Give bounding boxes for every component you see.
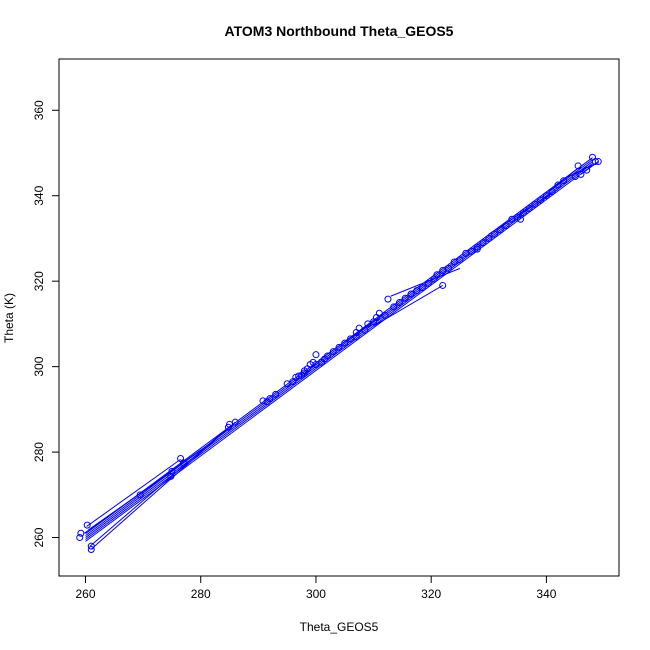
data-point [519, 209, 527, 217]
data-point [136, 491, 144, 499]
plot-frame [58, 58, 620, 577]
series-segment [546, 167, 579, 194]
plot-area [76, 153, 602, 554]
y-tick-label: 320 [32, 271, 46, 291]
data-point [407, 290, 415, 298]
data-point [496, 226, 504, 234]
data-point [266, 395, 274, 403]
x-tick-label: 260 [75, 587, 95, 601]
data-point [516, 215, 524, 223]
data-point [548, 187, 556, 195]
data-point [401, 294, 409, 302]
data-point [272, 390, 280, 398]
x-axis-label: Theta_GEOS5 [300, 620, 379, 634]
data-point [83, 521, 91, 529]
data-point [361, 326, 369, 334]
series-line [85, 161, 593, 538]
y-tick-label: 260 [32, 527, 46, 547]
data-point [167, 472, 175, 480]
data-point [177, 455, 185, 462]
y-tick-label: 300 [32, 356, 46, 376]
data-point [335, 343, 343, 351]
data-point [577, 170, 585, 178]
data-point [413, 287, 421, 295]
x-axis: 260 280 300 320 340 [75, 576, 557, 601]
series-segment [373, 285, 443, 327]
data-point [560, 177, 568, 185]
data-point [390, 303, 398, 311]
x-tick-label: 300 [306, 587, 326, 601]
data-point [231, 418, 239, 426]
x-tick-label: 320 [421, 587, 441, 601]
data-point [525, 205, 533, 213]
data-point [329, 348, 337, 356]
y-tick-label: 280 [32, 442, 46, 462]
data-point [295, 372, 303, 380]
y-axis: 260 280 300 320 340 360 [32, 100, 59, 548]
y-tick-label: 360 [32, 100, 46, 120]
data-point [444, 264, 452, 272]
data-point [588, 153, 596, 161]
data-point [542, 192, 550, 200]
data-point [419, 284, 427, 292]
data-point [384, 295, 392, 303]
data-point [502, 222, 510, 230]
data-point [77, 529, 85, 537]
data-point [323, 352, 331, 360]
data-point [439, 281, 447, 289]
data-point [456, 256, 464, 264]
data-point [224, 423, 232, 431]
data-point [433, 271, 441, 279]
data-point [381, 311, 389, 319]
data-point [574, 162, 582, 170]
series-segment [580, 161, 599, 175]
series-segment [86, 458, 181, 527]
data-point [531, 200, 539, 208]
series-segment [563, 163, 596, 180]
data-point [341, 339, 349, 347]
data-point [395, 299, 403, 307]
data-point [424, 279, 432, 287]
data-point [76, 534, 84, 542]
series-line [85, 163, 593, 540]
series-segment [89, 426, 230, 547]
data-point [591, 158, 599, 166]
data-point [259, 397, 267, 405]
data-point [485, 234, 493, 242]
series-segment [90, 421, 236, 550]
data-point [87, 546, 95, 554]
data-point [473, 245, 481, 253]
x-tick-label: 340 [536, 587, 556, 601]
data-point [479, 239, 487, 247]
y-tick-label: 340 [32, 185, 46, 205]
chart-title: ATOM3 Northbound Theta_GEOS5 [225, 23, 454, 39]
data-point [473, 243, 481, 251]
data-point [87, 542, 95, 550]
series-segment [84, 449, 202, 534]
y-axis-label: Theta (K) [2, 293, 16, 343]
data-point [537, 196, 545, 204]
data-point [168, 467, 176, 475]
data-point [491, 230, 499, 238]
data-point [352, 333, 360, 341]
data-point [583, 166, 591, 174]
x-tick-label: 280 [191, 587, 211, 601]
data-point [594, 158, 602, 166]
data-point [312, 351, 320, 359]
data-point [179, 459, 187, 467]
data-point [554, 181, 562, 189]
